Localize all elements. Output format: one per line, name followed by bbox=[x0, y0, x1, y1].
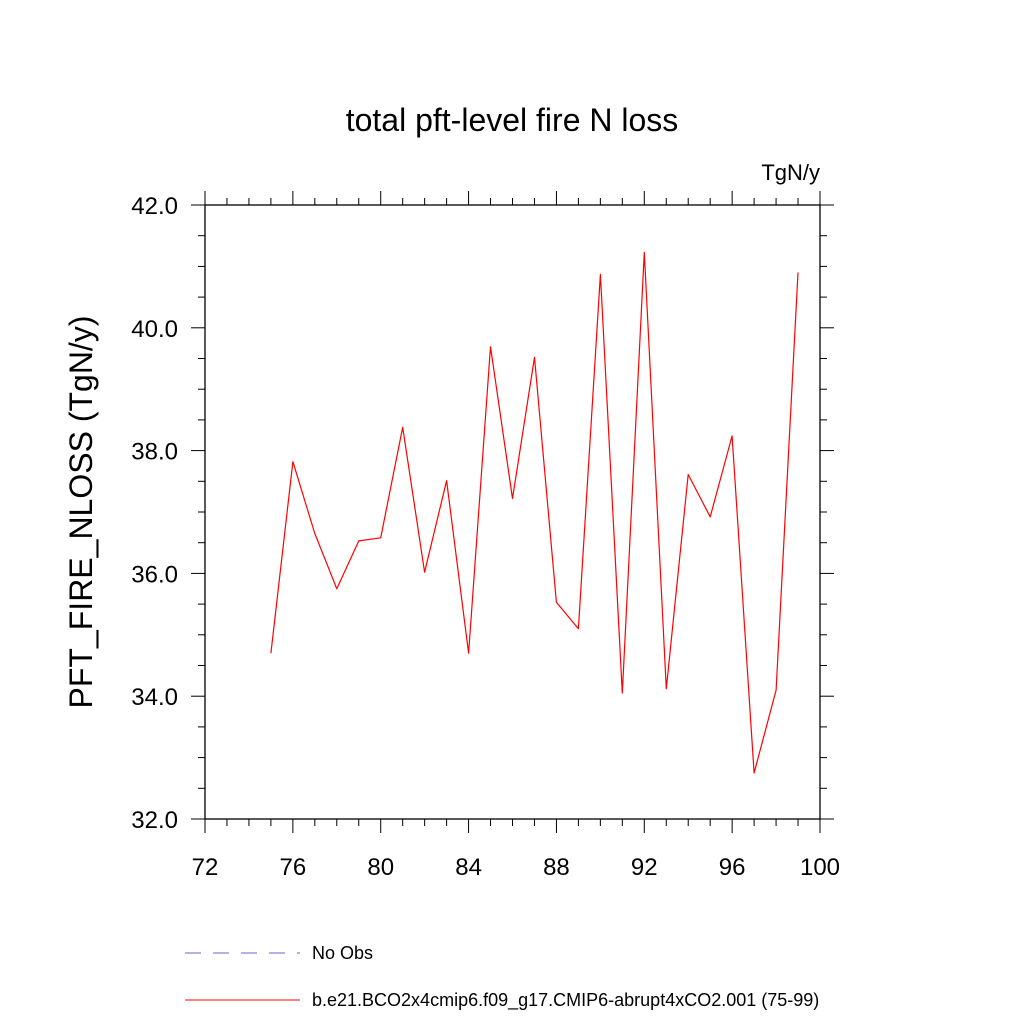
y-axis-label: PFT_FIRE_NLOSS (TgN/y) bbox=[63, 316, 99, 709]
plot-frame bbox=[204, 204, 821, 820]
series-line bbox=[270, 251, 799, 774]
x-tick-label: 92 bbox=[631, 854, 658, 881]
x-tick-label: 72 bbox=[192, 854, 219, 881]
y-tick-label: 38.0 bbox=[131, 439, 178, 466]
series-group bbox=[270, 251, 799, 774]
legend-label-model: b.e21.BCO2x4cmip6.f09_g17.CMIP6-abrupt4x… bbox=[312, 990, 819, 1011]
x-tick-label: 80 bbox=[367, 854, 394, 881]
y-tick-label: 42.0 bbox=[131, 193, 178, 220]
units-label: TgN/y bbox=[761, 160, 820, 185]
x-tick-labels: 72 76 80 84 88 92 96 100 bbox=[192, 854, 840, 881]
y-tick-label: 36.0 bbox=[131, 561, 178, 588]
y-tick-label: 34.0 bbox=[131, 684, 178, 711]
x-tick-label: 88 bbox=[543, 854, 570, 881]
x-tick-label: 84 bbox=[455, 854, 482, 881]
legend: No Obs b.e21.BCO2x4cmip6.f09_g17.CMIP6-a… bbox=[185, 943, 819, 1011]
x-tick-label: 96 bbox=[719, 854, 746, 881]
y-tick-labels: 32.0 34.0 36.0 38.0 40.0 42.0 bbox=[131, 193, 178, 834]
y-tick-label: 32.0 bbox=[131, 807, 178, 834]
legend-label-no-obs: No Obs bbox=[312, 943, 373, 963]
x-tick-label: 100 bbox=[800, 854, 840, 881]
axis-ticks bbox=[191, 191, 834, 833]
y-tick-label: 40.0 bbox=[131, 316, 178, 343]
x-tick-label: 76 bbox=[280, 854, 307, 881]
chart-title: total pft-level fire N loss bbox=[346, 102, 679, 138]
